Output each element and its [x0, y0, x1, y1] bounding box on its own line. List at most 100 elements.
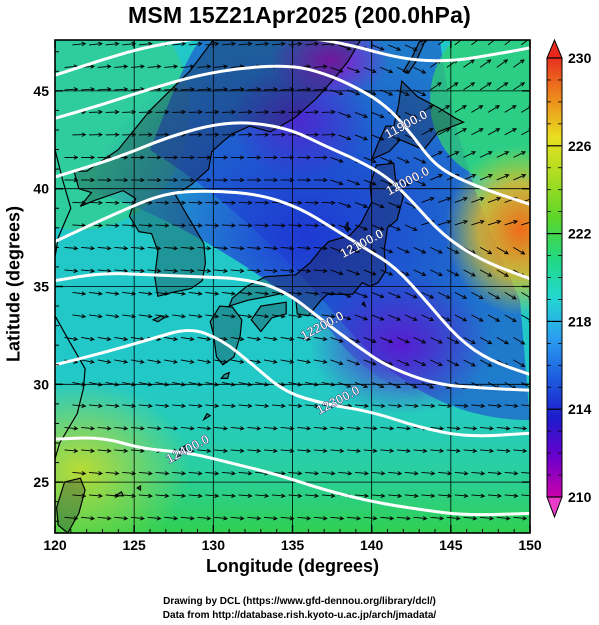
- wind-arrow: [205, 109, 220, 115]
- wind-arrow: [197, 336, 212, 342]
- wind-arrow: [64, 516, 79, 521]
- wind-arrow: [221, 471, 236, 476]
- coastline-segment: [228, 162, 404, 317]
- wind-arrow: [88, 200, 103, 206]
- wind-arrow: [363, 516, 378, 521]
- wind-arrow: [346, 66, 361, 73]
- wind-arrow: [388, 201, 402, 209]
- wind-arrow: [297, 359, 311, 364]
- wind-arrow: [247, 246, 262, 251]
- wind-arrow: [338, 111, 352, 118]
- height-contours: [55, 40, 530, 517]
- wind-arrow: [354, 493, 369, 499]
- wind-arrow: [238, 314, 253, 319]
- wind-arrow: [288, 223, 303, 228]
- wind-arrow: [271, 493, 286, 499]
- wind-arrow: [471, 219, 485, 226]
- wind-arrow: [496, 247, 509, 255]
- wind-arrow: [247, 177, 262, 183]
- wind-arrow: [221, 132, 236, 137]
- wind-arrow: [380, 336, 394, 344]
- wind-arrow: [496, 59, 509, 68]
- wind-arrow: [114, 246, 129, 251]
- wind-arrow: [354, 381, 369, 388]
- wind-arrow: [138, 381, 153, 387]
- wind-arrow: [64, 87, 79, 92]
- wind-arrow: [172, 291, 187, 296]
- wind-arrow: [487, 314, 501, 322]
- wind-arrow: [105, 471, 120, 476]
- wind-arrow: [463, 174, 477, 181]
- wind-arrow: [321, 471, 336, 476]
- wind-arrow: [354, 224, 369, 231]
- y-tick-label: 25: [33, 474, 49, 490]
- x-tick-label: 135: [281, 537, 305, 553]
- wind-arrow: [221, 381, 236, 387]
- wind-arrow: [479, 59, 492, 68]
- wind-arrow: [338, 224, 352, 231]
- wind-arrow: [396, 156, 410, 164]
- wind-arrow: [280, 87, 295, 92]
- wind-arrow: [214, 448, 229, 454]
- wind-arrow: [255, 200, 270, 206]
- wind-arrow: [371, 111, 385, 119]
- wind-arrow: [487, 105, 501, 113]
- credit-data-source: Data from http://database.rish.kyoto-u.a…: [162, 610, 437, 621]
- wind-arrow: [230, 516, 245, 521]
- wind-arrow: [105, 223, 120, 228]
- y-tick-label: 40: [33, 181, 49, 197]
- wind-arrow: [487, 196, 502, 203]
- wind-arrow: [437, 40, 448, 46]
- wind-arrow: [238, 223, 253, 228]
- wind-arrow: [504, 314, 517, 322]
- wind-arrow: [371, 134, 385, 141]
- wind-arrow: [64, 155, 79, 160]
- wind-arrow: [380, 269, 394, 276]
- wind-arrow: [471, 292, 484, 299]
- wind-arrow: [297, 426, 312, 431]
- wind-arrow: [130, 448, 145, 454]
- wind-arrow: [263, 516, 278, 521]
- wind-arrow: [463, 516, 478, 521]
- wind-arrow: [138, 403, 153, 409]
- wind-arrow: [479, 359, 493, 367]
- x-tick-label: 120: [43, 537, 67, 553]
- wind-arrow: [430, 246, 443, 254]
- credit-drawing: Drawing by DCL (https://www.gfd-dennou.o…: [163, 596, 436, 607]
- wind-arrow: [521, 494, 530, 497]
- wind-arrow: [97, 268, 112, 274]
- wind-arrow: [105, 314, 120, 319]
- wind-arrow: [487, 128, 501, 136]
- wind-arrow: [338, 314, 352, 321]
- wind-arrow: [180, 155, 195, 160]
- wind-arrow: [122, 291, 137, 296]
- wind-arrow: [463, 82, 476, 91]
- wind-arrow: [354, 111, 369, 118]
- wind-arrow: [321, 132, 336, 137]
- wind-arrow: [471, 196, 485, 203]
- wind-arrow: [122, 381, 136, 387]
- wind-arrow: [430, 269, 443, 277]
- wind-arrow: [430, 359, 443, 367]
- wind-arrow: [81, 336, 95, 342]
- wind-arrow: [504, 105, 517, 113]
- wind-arrow: [513, 426, 528, 431]
- wind-arrow: [155, 200, 170, 206]
- wind-arrow: [88, 291, 103, 296]
- wind-arrow: [479, 82, 492, 91]
- wind-arrow: [263, 268, 278, 274]
- wind-arrow: [305, 200, 320, 206]
- wind-arrow: [155, 132, 170, 137]
- wind-arrow: [197, 448, 212, 454]
- wind-arrow: [504, 40, 515, 46]
- wind-arrow: [147, 359, 162, 364]
- wind-arrow: [214, 155, 229, 160]
- wind-arrow: [263, 87, 279, 92]
- wind-arrow: [164, 516, 179, 521]
- wind-arrow: [504, 128, 517, 136]
- wind-arrow: [230, 87, 245, 92]
- wind-arrow: [205, 200, 220, 206]
- wind-arrow: [247, 448, 262, 454]
- wind-arrow: [363, 269, 377, 276]
- wind-arrow: [221, 223, 236, 228]
